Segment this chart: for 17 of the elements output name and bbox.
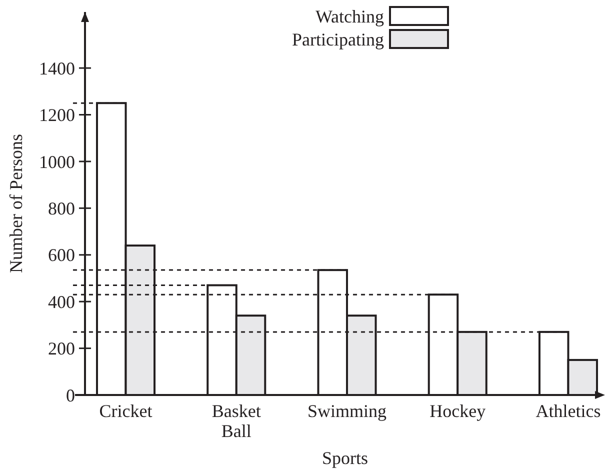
y-tick-label: 1200 <box>39 105 75 126</box>
legend-label: Participating <box>292 29 384 50</box>
y-tick-label: 800 <box>48 198 75 218</box>
y-tick-label: 1000 <box>39 152 75 172</box>
x-tick-label: Cricket <box>99 401 152 421</box>
y-tick-label: 600 <box>48 245 75 266</box>
legend-label: Watching <box>315 6 384 26</box>
x-tick-label: Swimming <box>307 401 387 421</box>
x-tick-label: Hockey <box>430 401 486 421</box>
x-tick-label: Basket Ball <box>212 401 261 441</box>
x-axis-title: Sports <box>322 448 368 468</box>
y-tick-label: 0 <box>66 385 75 406</box>
y-tick-label: 400 <box>48 292 75 312</box>
y-tick-label: 200 <box>48 338 75 359</box>
y-axis-title: Number of Persons <box>6 134 26 273</box>
x-tick-label: Athletics <box>536 401 601 421</box>
y-tick-label: 1400 <box>39 58 75 78</box>
